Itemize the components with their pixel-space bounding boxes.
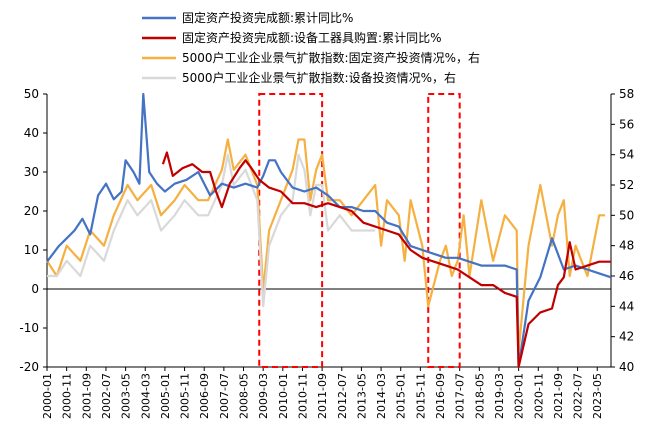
series-line-2: [161, 151, 611, 369]
x-tick-label: 2010-11: [296, 373, 309, 419]
y-right-tick-label: 54: [619, 148, 634, 162]
x-tick-label: 2008-05: [238, 373, 251, 419]
x-tick-label: 2021-09: [552, 373, 565, 419]
series-line-1: [46, 92, 612, 369]
highlight-box: [427, 93, 461, 368]
y-left-tick-label: -20: [19, 360, 39, 374]
x-tick-label: 2020-11: [532, 373, 545, 419]
x-tick-label: 2004-03: [139, 373, 152, 419]
legend-label-2: 固定资产投资完成额:设备工器具购置:累计同比%: [182, 30, 442, 45]
y-right-tick-label: 48: [619, 239, 634, 253]
y-left-tick-label: 0: [31, 282, 39, 296]
x-tick-label: 2019-03: [493, 373, 506, 419]
x-tick-label: 2006-09: [198, 373, 211, 419]
series-line-4: [47, 153, 376, 308]
x-tick-label: 2000-11: [61, 373, 74, 419]
x-tick-label: 2005-01: [159, 373, 172, 419]
x-tick-label: 2023-05: [591, 373, 604, 419]
y-left-tick-label: 10: [24, 243, 39, 257]
x-tick-label: 2013-05: [355, 373, 368, 419]
x-tick-label: 2017-07: [454, 373, 467, 419]
x-tick-label: 2001-09: [80, 373, 93, 419]
x-tick-label: 2011-09: [316, 373, 329, 419]
x-tick-label: 2015-11: [414, 373, 427, 419]
y-right-tick-label: 40: [619, 360, 634, 374]
y-right-tick-label: 46: [619, 269, 634, 283]
legend-label-3: 5000户工业企业景气扩散指数:固定资产投资情况%，右: [182, 50, 480, 65]
y-left-tick-label: 40: [24, 126, 39, 140]
x-tick-label: 2003-05: [120, 373, 133, 419]
x-tick-label: 2007-07: [218, 373, 231, 419]
x-tick-label: 2009-03: [257, 373, 270, 419]
series-line-3: [46, 138, 606, 353]
x-tick-label: 2002-07: [100, 373, 113, 419]
y-right-tick-label: 56: [619, 117, 634, 131]
x-tick-label: 2016-09: [434, 373, 447, 419]
y-left-tick-label: 20: [24, 204, 39, 218]
y-right-tick-label: 58: [619, 87, 634, 101]
y-left-tick-label: -10: [19, 321, 39, 335]
x-tick-label: 2000-01: [41, 373, 54, 419]
legend-label-1: 固定资产投资完成额:累计同比%: [182, 10, 353, 25]
y-right-tick-label: 42: [619, 330, 634, 344]
y-left-tick-label: 30: [24, 165, 39, 179]
x-tick-label: 2020-01: [513, 373, 526, 419]
x-tick-label: 2015-01: [395, 373, 408, 419]
y-right-tick-label: 52: [619, 178, 634, 192]
x-tick-label: 2022-07: [572, 373, 585, 419]
x-tick-label: 2012-07: [336, 373, 349, 419]
x-tick-label: 2010-01: [277, 373, 290, 419]
x-tick-label: 2018-05: [473, 373, 486, 419]
y-right-tick-label: 50: [619, 208, 634, 222]
x-tick-label: 2005-11: [179, 373, 192, 419]
y-right-tick-label: 44: [619, 299, 634, 313]
legend-label-4: 5000户工业企业景气扩散指数:设备投资情况%，右: [182, 70, 456, 85]
x-tick-label: 2014-03: [375, 373, 388, 419]
y-left-tick-label: 50: [24, 87, 39, 101]
